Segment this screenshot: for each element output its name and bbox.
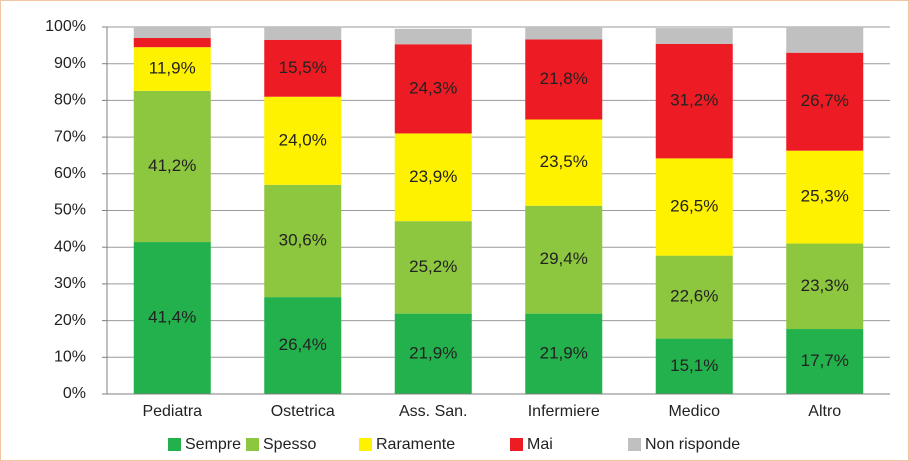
y-tick-label: 100% — [45, 18, 86, 35]
bar-segment — [786, 52, 864, 151]
data-label: 25,2% — [409, 257, 457, 276]
legend-swatch — [246, 438, 259, 451]
data-label: 41,4% — [148, 308, 196, 327]
y-tick-label: 40% — [54, 238, 86, 255]
bar-segment — [394, 28, 472, 45]
bar-segment — [133, 38, 211, 48]
bar-segment — [133, 27, 211, 39]
data-label: 23,3% — [801, 276, 849, 295]
bar-segment — [394, 133, 472, 222]
data-label: 22,6% — [670, 287, 718, 306]
bar-segment — [786, 329, 864, 394]
bar-segment — [264, 297, 342, 394]
bar-segment — [133, 242, 211, 394]
data-label: 24,3% — [409, 78, 457, 97]
bar-segment — [786, 150, 864, 244]
y-tick-label: 70% — [54, 128, 86, 145]
legend-label: Spesso — [263, 436, 316, 453]
data-label: 30,6% — [279, 230, 327, 249]
bar-segment — [264, 27, 342, 40]
x-tick-label: Ass. San. — [399, 403, 467, 420]
bar-segment — [525, 205, 603, 314]
bar-segment — [786, 27, 864, 53]
bar-segment — [525, 313, 603, 394]
legend-swatch — [510, 438, 523, 451]
bar-segment — [264, 96, 342, 185]
data-label: 26,5% — [670, 196, 718, 215]
data-label: 24,0% — [279, 130, 327, 149]
data-label: 31,2% — [670, 91, 718, 110]
bar-segment — [264, 184, 342, 298]
bar-segment — [655, 158, 733, 256]
bar-segment — [394, 313, 472, 394]
x-tick-label: Infermiere — [528, 403, 600, 420]
y-tick-label: 10% — [54, 349, 86, 366]
data-label: 29,4% — [540, 249, 588, 268]
bar-segment — [133, 90, 211, 243]
data-label: 26,4% — [279, 335, 327, 354]
y-tick-label: 60% — [54, 165, 86, 182]
bar-segment — [525, 119, 603, 206]
data-label: 41,2% — [148, 156, 196, 175]
bar-segment — [133, 47, 211, 91]
legend-label: Raramente — [376, 436, 455, 453]
bar-segment — [264, 39, 342, 97]
bar-segment — [655, 255, 733, 339]
legend-label: Sempre — [185, 436, 241, 453]
data-label: 25,3% — [801, 187, 849, 206]
legend-label: Non risponde — [645, 436, 740, 453]
data-label: 26,7% — [801, 91, 849, 110]
bar-segment — [655, 43, 733, 159]
legend-swatch — [359, 438, 372, 451]
data-label: 23,5% — [540, 152, 588, 171]
x-tick-label: Medico — [668, 403, 720, 420]
data-label: 21,9% — [540, 343, 588, 362]
bar-segment — [394, 44, 472, 134]
data-label: 17,7% — [801, 351, 849, 370]
bar-segment — [655, 338, 733, 394]
x-tick-label: Ostetrica — [271, 403, 335, 420]
data-label: 23,9% — [409, 167, 457, 186]
bar-segment — [655, 28, 733, 44]
y-tick-label: 20% — [54, 312, 86, 329]
y-tick-label: 80% — [54, 92, 86, 109]
data-label: 21,8% — [540, 69, 588, 88]
y-tick-label: 0% — [63, 385, 86, 402]
legend-swatch — [628, 438, 641, 451]
y-tick-label: 50% — [54, 202, 86, 219]
y-tick-label: 30% — [54, 275, 86, 292]
bar-segment — [525, 39, 603, 120]
bar-segment — [525, 27, 603, 40]
y-tick-label: 90% — [54, 55, 86, 72]
bar-segment — [394, 221, 472, 314]
x-tick-label: Pediatra — [142, 403, 202, 420]
data-label: 21,9% — [409, 343, 457, 362]
data-label: 11,9% — [149, 59, 196, 78]
bar-segment — [786, 243, 864, 330]
legend-label: Mai — [527, 436, 553, 453]
data-label: 15,5% — [279, 58, 327, 77]
legend-swatch — [168, 438, 181, 451]
data-label: 15,1% — [670, 356, 718, 375]
x-tick-label: Altro — [808, 403, 841, 420]
